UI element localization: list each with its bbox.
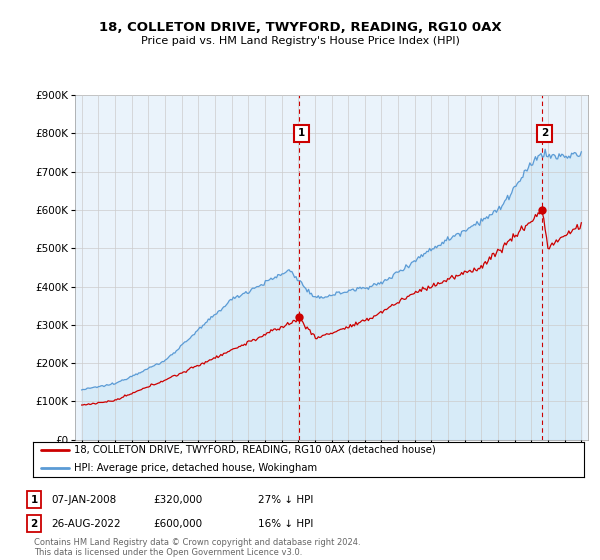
Text: Contains HM Land Registry data © Crown copyright and database right 2024.
This d: Contains HM Land Registry data © Crown c… [34, 538, 361, 557]
Text: 1: 1 [31, 494, 38, 505]
Text: 26-AUG-2022: 26-AUG-2022 [51, 519, 121, 529]
Text: HPI: Average price, detached house, Wokingham: HPI: Average price, detached house, Woki… [74, 463, 317, 473]
Text: 2: 2 [541, 128, 548, 138]
Text: 07-JAN-2008: 07-JAN-2008 [51, 494, 116, 505]
Text: 2: 2 [31, 519, 38, 529]
Text: 27% ↓ HPI: 27% ↓ HPI [258, 494, 313, 505]
Text: Price paid vs. HM Land Registry's House Price Index (HPI): Price paid vs. HM Land Registry's House … [140, 36, 460, 46]
Text: 18, COLLETON DRIVE, TWYFORD, READING, RG10 0AX (detached house): 18, COLLETON DRIVE, TWYFORD, READING, RG… [74, 445, 436, 455]
Text: £320,000: £320,000 [153, 494, 202, 505]
Text: 16% ↓ HPI: 16% ↓ HPI [258, 519, 313, 529]
Text: 18, COLLETON DRIVE, TWYFORD, READING, RG10 0AX: 18, COLLETON DRIVE, TWYFORD, READING, RG… [98, 21, 502, 34]
Text: 1: 1 [298, 128, 305, 138]
Text: £600,000: £600,000 [153, 519, 202, 529]
